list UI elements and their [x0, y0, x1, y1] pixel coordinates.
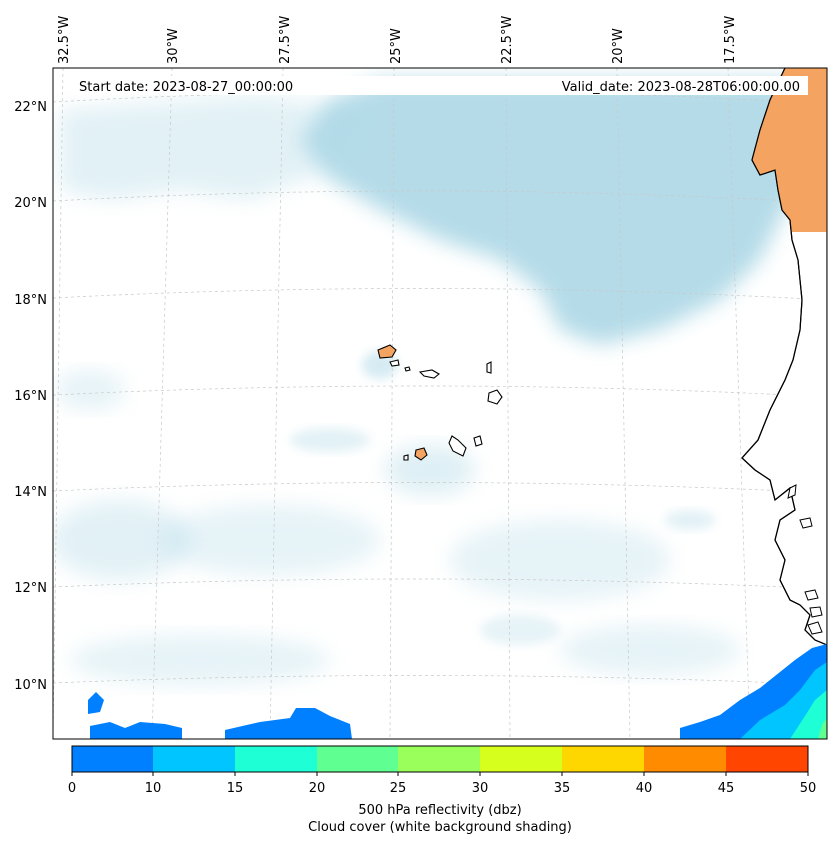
cloud-mass-northeast [300, 80, 827, 345]
lon-label: 20°W [611, 28, 626, 64]
map-layers [53, 68, 827, 739]
colorbar-tick-label: 50 [800, 781, 817, 796]
colorbar: 0 10 15 20 25 30 35 40 45 50 500 hPa ref… [68, 745, 816, 835]
colorbar-segment [72, 746, 154, 772]
cloud-patch [362, 351, 398, 379]
reflectivity-layer [88, 644, 827, 739]
date-info-box [72, 76, 808, 95]
island-santa-luzia [404, 366, 411, 372]
island-sal [486, 361, 492, 374]
lat-label: 12°N [14, 581, 47, 596]
lon-label: 17.5°W [723, 16, 738, 64]
lon-label: 22.5°W [500, 16, 515, 64]
lon-label: 25°W [389, 28, 404, 64]
cloud-patch [55, 370, 125, 410]
cloud-patch [480, 615, 560, 645]
valid-date-label: Valid_date: 2023-08-28T06:00:00.00 [562, 80, 800, 95]
island-sao-nicolau [418, 369, 440, 379]
start-date-label: Start date: 2023-08-27_00:00:00 [79, 80, 293, 95]
colorbar-segment [480, 746, 562, 772]
colorbar-tick-label: 35 [554, 781, 571, 796]
cloud-patch [290, 428, 370, 452]
lon-label: 32.5°W [57, 16, 72, 64]
africa-land-shaded [752, 68, 827, 232]
colorbar-segment [644, 746, 726, 772]
cloud-patch [560, 625, 740, 675]
colorbar-segment [726, 746, 808, 772]
lat-label: 18°N [14, 293, 47, 308]
reflectivity-blob [225, 708, 352, 739]
colorbar-tick-label: 10 [145, 781, 162, 796]
graticule [53, 68, 827, 739]
colorbar-frame [71, 745, 809, 773]
lat-label: 22°N [14, 100, 47, 115]
island-fogo [414, 447, 428, 461]
reflectivity-blob [90, 722, 182, 739]
colorbar-segment [235, 746, 317, 772]
island-santo-antao [377, 344, 397, 359]
africa-coastline [741, 68, 827, 646]
cloud-cover-layer [53, 80, 827, 685]
colorbar-tick-labels: 0 10 15 20 25 30 35 40 45 50 [68, 781, 816, 796]
island-brava [403, 454, 409, 461]
colorbar-segment [153, 746, 235, 772]
cloud-mass-northwest [60, 95, 360, 200]
colorbar-label: 500 hPa reflectivity (dbz) [358, 803, 521, 818]
lat-label: 14°N [14, 485, 47, 500]
cloud-patch [70, 635, 330, 685]
cloud-patch [450, 520, 670, 600]
colorbar-sublabel: Cloud cover (white background shading) [308, 820, 572, 835]
colorbar-tick-label: 25 [390, 781, 407, 796]
island-sao-vicente [389, 359, 400, 367]
lat-label: 10°N [14, 678, 47, 693]
colorbar-tick-label: 20 [309, 781, 326, 796]
lat-label: 20°N [14, 196, 47, 211]
colorbar-segment [562, 746, 644, 772]
colorbar-tick-label: 45 [718, 781, 735, 796]
island-santiago [448, 435, 467, 457]
island-boa-vista [487, 389, 503, 405]
lon-label: 30°W [166, 28, 181, 64]
map-frame [52, 67, 828, 740]
colorbar-tick-label: 15 [227, 781, 244, 796]
island-maio [473, 435, 483, 447]
lon-label: 27.5°W [278, 16, 293, 64]
colorbar-segments [72, 746, 808, 772]
cape-verde-islands [377, 344, 503, 461]
cloud-patch [665, 510, 715, 530]
longitude-labels: 32.5°W 30°W 27.5°W 25°W 22.5°W 20°W 17.5… [57, 16, 738, 64]
lat-label: 16°N [14, 389, 47, 404]
cloud-patch [160, 505, 380, 575]
colorbar-tick-label: 30 [472, 781, 489, 796]
colorbar-segment [317, 746, 399, 772]
reflectivity-blob [790, 690, 827, 739]
colorbar-segment [398, 746, 480, 772]
colorbar-tick-label: 0 [68, 781, 76, 796]
colorbar-tick-label: 40 [636, 781, 653, 796]
cloud-patch [53, 500, 190, 580]
coastal-detail [787, 484, 823, 635]
latitude-labels: 22°N 20°N 18°N 16°N 14°N 12°N 10°N [14, 100, 47, 693]
colorbar-ticks [71, 772, 809, 776]
reflectivity-blob [88, 692, 104, 714]
reflectivity-blob [818, 718, 827, 739]
